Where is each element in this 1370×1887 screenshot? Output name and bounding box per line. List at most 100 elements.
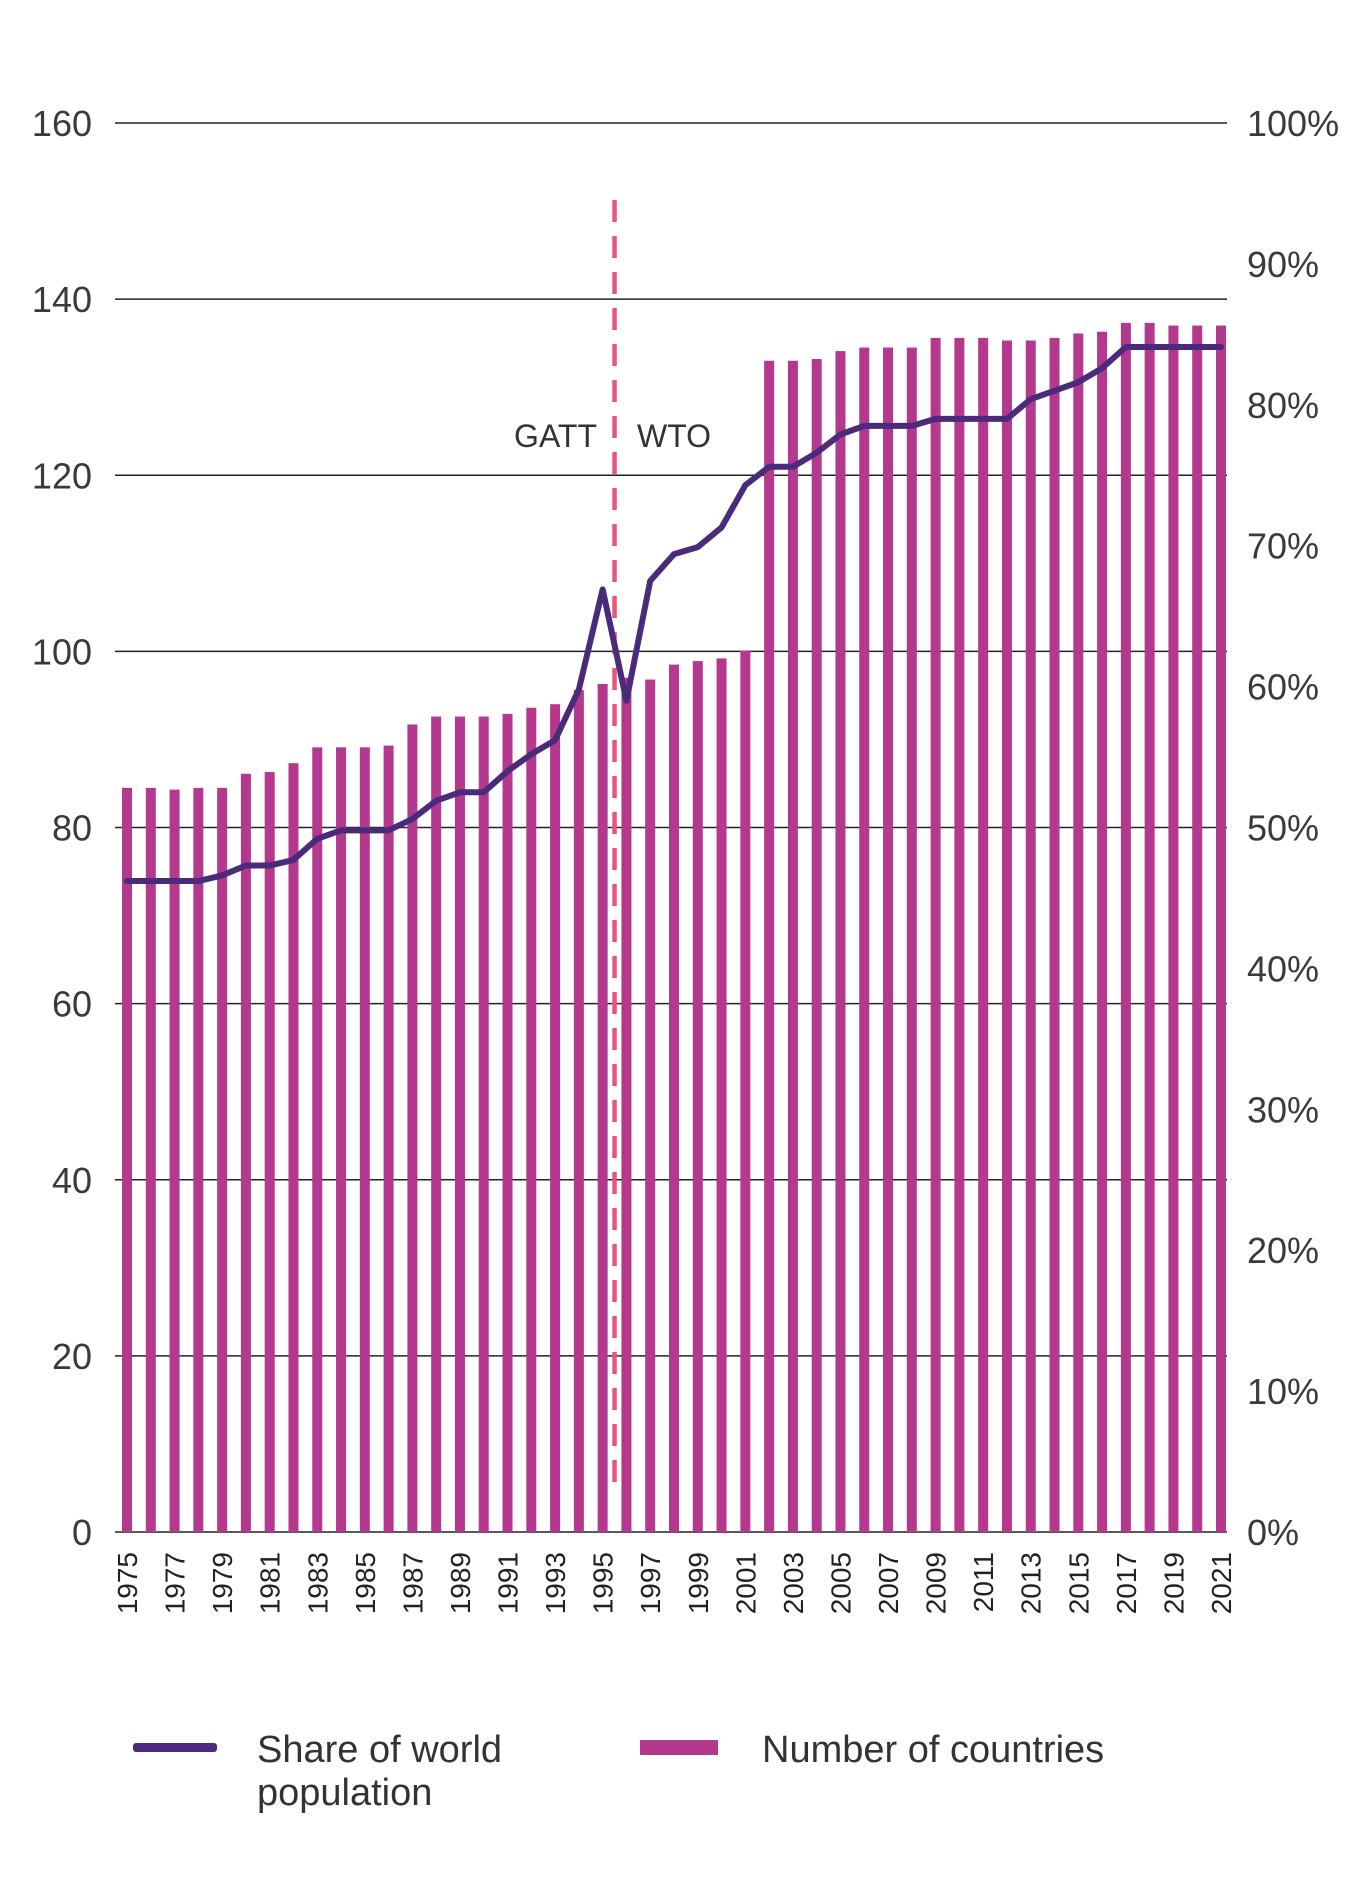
bar-2004 [811, 359, 822, 1532]
x-tick-1989: 1989 [445, 1552, 476, 1614]
x-tick-1997: 1997 [635, 1552, 666, 1614]
x-tick-1987: 1987 [397, 1552, 428, 1614]
x-tick-1985: 1985 [350, 1552, 381, 1614]
bar-2010 [954, 337, 965, 1532]
legend-bar-label: Number of countries [762, 1729, 1104, 1771]
bar-1985 [359, 747, 370, 1532]
right-tick-70: 70% [1247, 526, 1319, 567]
bar-1984 [336, 747, 347, 1532]
right-axis-ticks: 0% 10% 20% 30% 40% 50% 60% 70% 80% 90% 100% [1247, 103, 1339, 1553]
bar-1978 [193, 787, 204, 1532]
bar-1981 [264, 772, 275, 1532]
x-tick-2013: 2013 [1016, 1552, 1047, 1614]
left-axis-ticks: 0 20 40 60 80 100 120 140 160 [32, 103, 92, 1553]
left-tick-100: 100 [32, 631, 92, 672]
x-axis-ticks: 1975 1977 1979 1981 1983 1985 1987 1989 1991 1993… [112, 1552, 1237, 1614]
bar-1994 [573, 690, 584, 1532]
bar-2003 [787, 360, 798, 1532]
x-tick-1999: 1999 [683, 1552, 714, 1614]
bar-2018 [1144, 322, 1155, 1533]
bar-1999 [692, 661, 703, 1532]
legend: Share of world population Number of coun… [133, 1729, 1104, 1814]
right-tick-0: 0% [1247, 1512, 1299, 1553]
bar-1976 [145, 787, 156, 1532]
bar-1977 [169, 789, 180, 1532]
bar-2011 [978, 337, 989, 1532]
bar-1992 [526, 707, 537, 1532]
legend-line-label-1: Share of world [257, 1729, 502, 1771]
x-tick-1979: 1979 [207, 1552, 238, 1614]
x-tick-2001: 2001 [730, 1552, 761, 1614]
x-tick-2021: 2021 [1206, 1552, 1237, 1614]
bar-2002 [764, 360, 775, 1532]
legend-line-swatch [133, 1743, 217, 1752]
x-tick-1993: 1993 [540, 1552, 571, 1614]
x-tick-1983: 1983 [302, 1552, 333, 1614]
bars [122, 322, 1226, 1533]
bar-1991 [502, 713, 513, 1532]
x-tick-1977: 1977 [160, 1552, 191, 1614]
left-tick-120: 120 [32, 455, 92, 496]
x-tick-2009: 2009 [921, 1552, 952, 1614]
bar-2000 [716, 658, 727, 1532]
legend-line-label-2: population [257, 1772, 432, 1814]
right-tick-30: 30% [1247, 1089, 1319, 1130]
right-tick-40: 40% [1247, 948, 1319, 989]
left-tick-160: 160 [32, 103, 92, 144]
bar-1975 [122, 787, 132, 1532]
bar-2005 [835, 351, 846, 1532]
left-tick-80: 80 [52, 808, 92, 849]
bar-1982 [288, 763, 299, 1532]
bar-2014 [1049, 337, 1060, 1532]
left-tick-40: 40 [52, 1160, 92, 1201]
right-tick-20: 20% [1247, 1230, 1319, 1271]
wto-label: WTO [637, 418, 711, 454]
bar-1987 [407, 724, 418, 1532]
x-tick-2007: 2007 [873, 1552, 904, 1614]
bar-1993 [550, 704, 561, 1532]
x-tick-1991: 1991 [493, 1552, 524, 1614]
bar-1979 [217, 787, 228, 1532]
bar-1997 [645, 679, 656, 1532]
right-tick-60: 60% [1247, 667, 1319, 708]
x-tick-2011: 2011 [968, 1552, 999, 1612]
right-tick-90: 90% [1247, 244, 1319, 285]
x-tick-1995: 1995 [588, 1552, 619, 1614]
bar-2006 [859, 347, 870, 1533]
x-tick-1975: 1975 [112, 1552, 143, 1614]
right-tick-100: 100% [1247, 103, 1339, 144]
left-tick-20: 20 [52, 1336, 92, 1377]
right-tick-10: 10% [1247, 1371, 1319, 1412]
bar-2021 [1216, 325, 1226, 1533]
population-share-line [124, 344, 1224, 885]
right-tick-50: 50% [1247, 808, 1319, 849]
left-tick-140: 140 [32, 279, 92, 320]
bar-1995 [597, 683, 608, 1532]
bar-2016 [1097, 331, 1108, 1532]
bar-1990 [478, 716, 489, 1532]
bar-2013 [1025, 340, 1036, 1532]
bar-2015 [1073, 333, 1084, 1532]
left-tick-0: 0 [72, 1512, 92, 1553]
x-tick-2005: 2005 [825, 1552, 856, 1614]
x-tick-2003: 2003 [778, 1552, 809, 1614]
legend-bar-swatch [640, 1740, 718, 1755]
left-tick-60: 60 [52, 984, 92, 1025]
bar-1983 [312, 747, 323, 1532]
bar-2008 [906, 347, 917, 1533]
bar-2019 [1168, 325, 1179, 1533]
bar-2001 [740, 650, 751, 1532]
bar-1996 [621, 677, 632, 1532]
bar-2009 [930, 337, 941, 1532]
x-tick-2015: 2015 [1063, 1552, 1094, 1614]
bar-2020 [1192, 325, 1203, 1533]
bar-1986 [383, 745, 394, 1532]
gatt-label: GATT [514, 418, 597, 454]
bar-1989 [454, 716, 465, 1532]
bar-2017 [1120, 322, 1131, 1533]
bar-1980 [240, 773, 251, 1532]
bar-2007 [883, 347, 894, 1533]
bar-2012 [1001, 340, 1012, 1532]
bar-1988 [431, 716, 442, 1532]
